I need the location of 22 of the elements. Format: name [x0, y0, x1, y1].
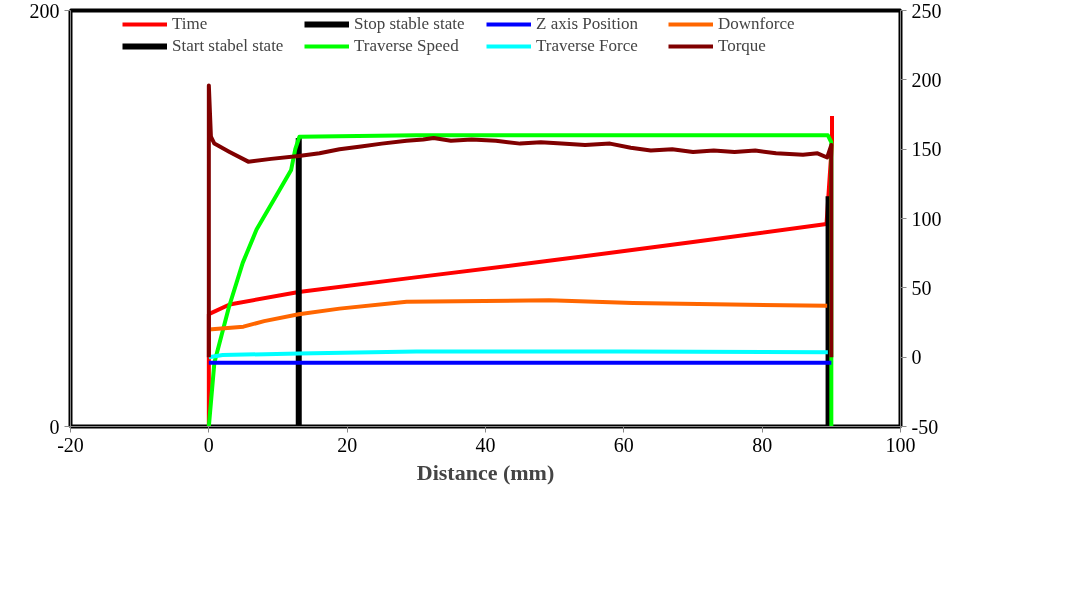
x-tick-label: 40 [475, 433, 496, 456]
x-axis-title: Distance (mm) [416, 459, 555, 485]
legend-label: Traverse Speed [354, 36, 460, 56]
legend-label: Z axis Position [536, 14, 639, 34]
legend-label: Time [172, 14, 209, 34]
y2-tick-label: 250 [911, 0, 942, 22]
line-series [206, 83, 834, 360]
x-tick-label: 20 [337, 433, 358, 456]
legend-label: Downforce [718, 14, 796, 34]
x-tick-label: 80 [752, 433, 773, 456]
y2-tick-label: 150 [911, 138, 942, 161]
x-tick-label: 0 [203, 433, 214, 456]
y2-tick-label: 100 [911, 207, 942, 230]
x-tick-label: -20 [57, 433, 84, 456]
legend-label: Torque [718, 36, 767, 56]
legend-label: Start stabel state [172, 36, 285, 56]
y2-tick-label: 50 [911, 276, 932, 299]
x-tick-label: 60 [613, 433, 634, 456]
legend-label: Traverse Force [536, 36, 639, 56]
y2-tick-label: 200 [911, 68, 942, 91]
legend-label: Stop stable state [354, 14, 466, 34]
y2-tick-label: 0 [911, 346, 922, 369]
